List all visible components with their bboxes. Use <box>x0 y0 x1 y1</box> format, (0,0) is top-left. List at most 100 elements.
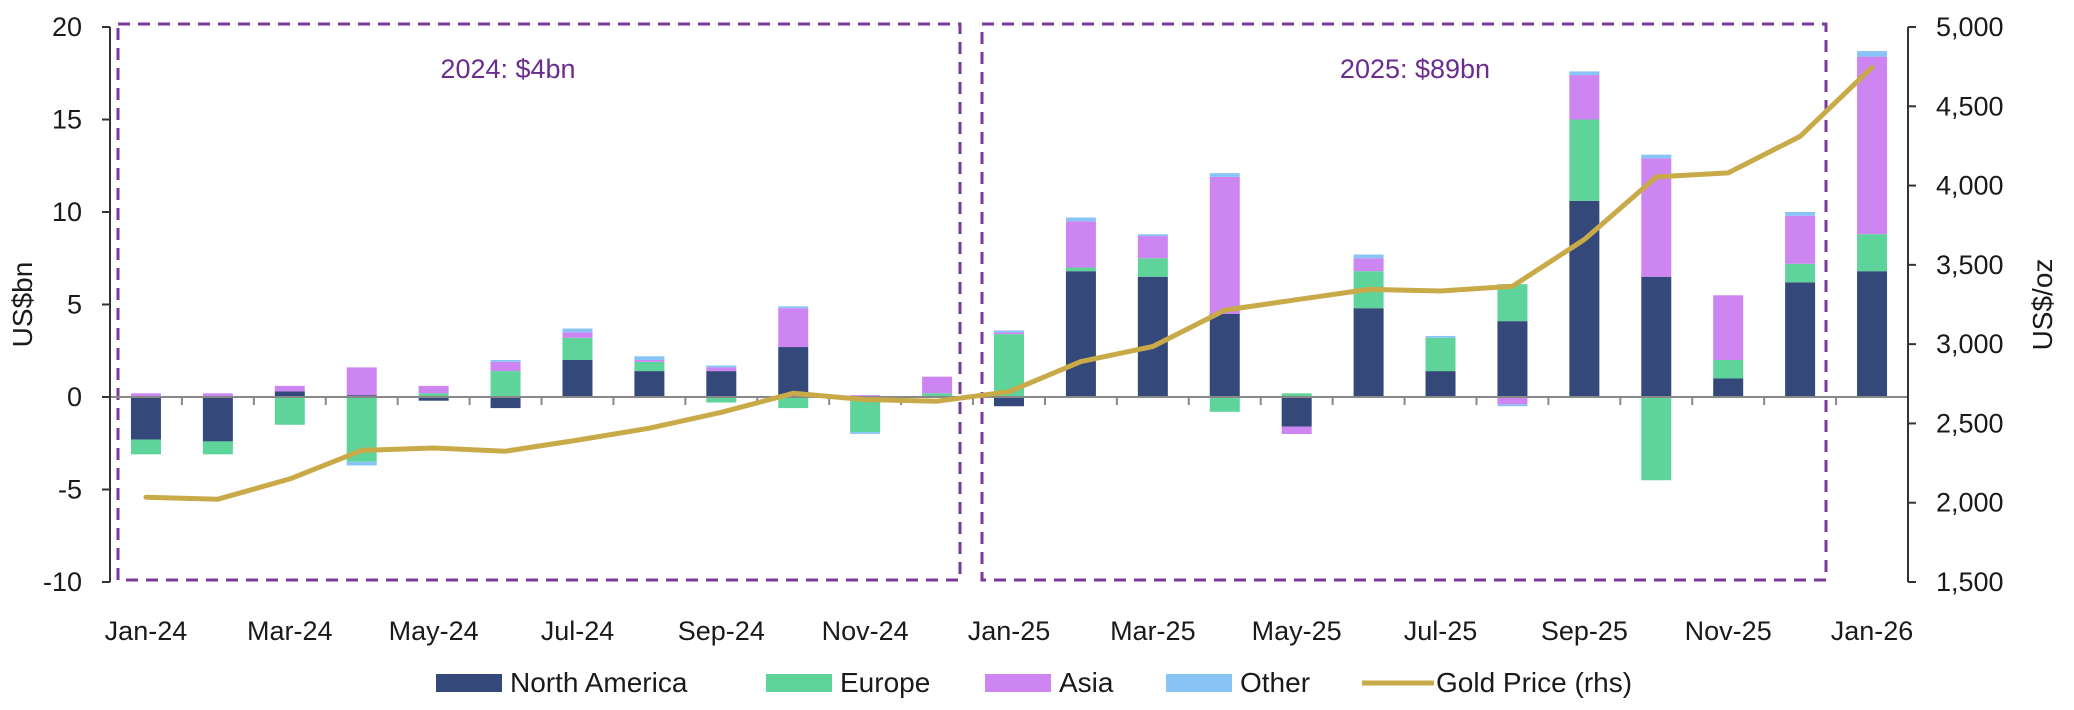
bar-europe <box>562 337 593 360</box>
bar-other <box>562 328 593 333</box>
right-axis-tick-label: 2,000 <box>1936 488 2004 518</box>
bar-asia <box>562 332 593 338</box>
legend-label-other: Other <box>1240 667 1310 698</box>
bar-asia <box>1785 215 1816 264</box>
bar-other <box>1137 234 1168 237</box>
annotation-boxes: 2024: $4bn 2025: $89bn <box>116 22 1828 582</box>
bar-north-america <box>1353 308 1384 397</box>
bar-asia <box>706 367 737 372</box>
right-axis-tick-label: 3,000 <box>1936 329 2004 359</box>
left-axis-tick-label: 0 <box>67 382 82 412</box>
left-axis-tick-label: 5 <box>67 290 82 320</box>
x-tick-label: Mar-25 <box>1110 616 1196 646</box>
bar-north-america <box>418 397 449 401</box>
bar-asia <box>1065 221 1096 268</box>
left-axis-tick-label: 20 <box>52 12 82 42</box>
axes-layer: -10 -5 0 5 10 15 20 1,500 2,000 2,500 3,000 3,500 4,… <box>7 12 2058 646</box>
bar-other <box>706 365 737 368</box>
x-tick-label: Mar-24 <box>247 616 333 646</box>
left-axis-tick-label: 15 <box>52 105 82 135</box>
annotation-box-2024 <box>116 22 962 582</box>
bar-europe <box>490 371 521 397</box>
bar-other <box>1353 254 1384 259</box>
bar-europe <box>1713 360 1744 379</box>
annotation-2025: 2025: $89bn <box>1340 54 1490 84</box>
bar-europe <box>1425 337 1456 372</box>
bars-layer <box>130 51 1888 481</box>
x-tick-label: Jan-25 <box>968 616 1051 646</box>
x-tick-label: Sep-24 <box>678 616 765 646</box>
bar-north-america <box>1281 397 1312 427</box>
x-tick-label: May-25 <box>1252 616 1342 646</box>
bar-asia <box>1281 426 1312 434</box>
legend-swatch-asia <box>985 674 1051 692</box>
bar-north-america <box>130 397 161 440</box>
bar-north-america <box>1497 321 1528 397</box>
bar-asia <box>1353 258 1384 272</box>
bar-asia <box>418 385 449 394</box>
bar-other <box>1497 404 1528 407</box>
bar-north-america <box>1065 271 1096 397</box>
x-tick-label: Jul-25 <box>1404 616 1478 646</box>
bar-asia <box>274 385 305 392</box>
right-axis-tick-label: 4,000 <box>1936 171 2004 201</box>
bar-other <box>1065 217 1096 222</box>
bar-other <box>1857 51 1888 57</box>
bar-other <box>994 330 1024 333</box>
bar-europe <box>1065 267 1096 272</box>
left-axis-title: US$bn <box>7 262 38 348</box>
bar-europe <box>1497 284 1528 322</box>
bar-north-america <box>1425 371 1456 397</box>
right-axis-tick-label: 4,500 <box>1936 91 2004 121</box>
bar-other <box>778 306 809 309</box>
bar-other <box>346 461 377 466</box>
left-axis-tick-label: -5 <box>58 475 82 505</box>
bar-other <box>850 432 881 434</box>
bar-asia <box>778 308 809 348</box>
bar-asia <box>1569 75 1600 120</box>
bar-other <box>1425 335 1456 338</box>
right-axis-tick-label: 5,000 <box>1936 12 2004 42</box>
bar-north-america <box>1641 276 1672 397</box>
x-tick-label: Sep-25 <box>1541 616 1628 646</box>
gold-price-line <box>143 64 1875 502</box>
bar-north-america <box>634 371 665 397</box>
left-axis-tick-label: 10 <box>52 197 82 227</box>
bar-north-america <box>202 397 233 442</box>
bar-asia <box>346 367 377 396</box>
bar-asia <box>130 393 161 397</box>
bar-asia <box>1857 56 1888 235</box>
bar-asia <box>490 361 521 372</box>
x-tick-label: Jan-24 <box>105 616 188 646</box>
annotation-2024: 2024: $4bn <box>440 54 575 84</box>
bar-other <box>1209 173 1240 177</box>
bar-europe <box>922 393 953 397</box>
bar-europe <box>1281 393 1312 397</box>
bar-europe <box>850 397 881 433</box>
bar-europe <box>1857 234 1888 272</box>
bar-other <box>490 360 521 362</box>
legend-swatch-europe <box>766 674 832 692</box>
right-axis-title: US$/oz <box>2027 259 2058 351</box>
bar-north-america <box>274 391 305 397</box>
legend: North America Europe Asia Other Gold Price (… <box>436 667 1632 698</box>
bar-north-america <box>994 397 1024 407</box>
legend-label-north-america: North America <box>510 667 688 698</box>
bar-north-america <box>706 371 737 397</box>
legend-swatch-other <box>1166 674 1232 692</box>
x-tick-label: Jul-24 <box>541 616 615 646</box>
bar-europe <box>1209 397 1240 412</box>
bar-asia <box>1497 397 1528 405</box>
bar-europe <box>1137 258 1168 277</box>
bar-europe <box>1641 397 1672 481</box>
right-axis-tick-label: 3,500 <box>1936 250 2004 280</box>
annotation-box-2025 <box>980 22 1828 582</box>
right-axis-tick-label: 2,500 <box>1936 408 2004 438</box>
bar-europe <box>202 441 233 455</box>
bar-asia <box>994 332 1024 335</box>
left-axis-tick-label: -10 <box>43 567 82 597</box>
bar-asia <box>1137 236 1168 259</box>
bar-europe <box>418 393 449 397</box>
bar-north-america <box>562 360 593 397</box>
